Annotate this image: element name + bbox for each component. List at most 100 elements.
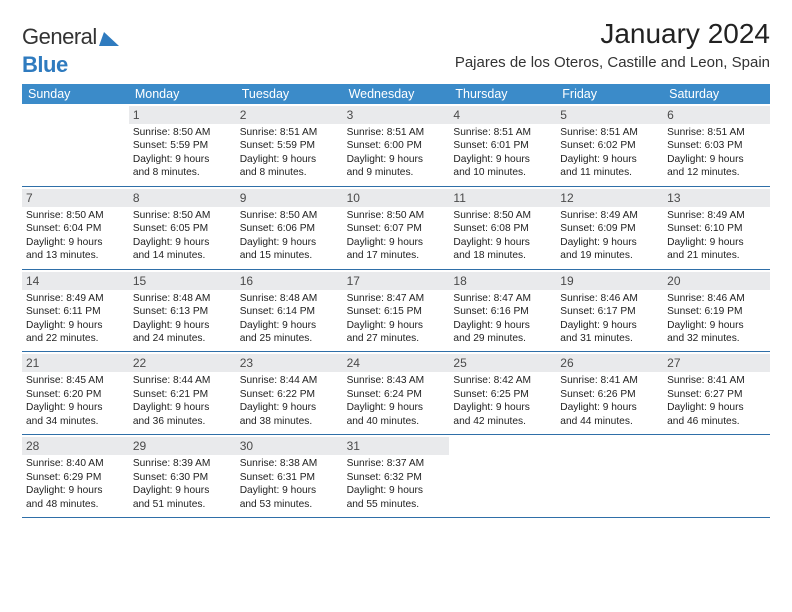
- sunrise-text: Sunrise: 8:51 AM: [240, 126, 339, 139]
- sunrise-text: Sunrise: 8:38 AM: [240, 457, 339, 470]
- daylight-text: Daylight: 9 hours: [667, 236, 766, 249]
- title-block: January 2024 Pajares de los Oteros, Cast…: [455, 18, 770, 71]
- calendar-cell: 25Sunrise: 8:42 AMSunset: 6:25 PMDayligh…: [449, 352, 556, 434]
- daylight-text: Daylight: 9 hours: [347, 319, 446, 332]
- daylight-text: and 18 minutes.: [453, 249, 552, 262]
- weekday-header: Wednesday: [343, 84, 450, 104]
- logo-text: General Blue: [22, 24, 119, 78]
- calendar-cell: 3Sunrise: 8:51 AMSunset: 6:00 PMDaylight…: [343, 104, 450, 186]
- weekday-header: Saturday: [663, 84, 770, 104]
- calendar-cell: 13Sunrise: 8:49 AMSunset: 6:10 PMDayligh…: [663, 187, 770, 269]
- daylight-text: and 36 minutes.: [133, 415, 232, 428]
- sunrise-text: Sunrise: 8:46 AM: [667, 292, 766, 305]
- calendar-cell: 28Sunrise: 8:40 AMSunset: 6:29 PMDayligh…: [22, 435, 129, 517]
- day-number: 15: [129, 272, 236, 290]
- daylight-text: and 8 minutes.: [133, 166, 232, 179]
- daylight-text: Daylight: 9 hours: [667, 319, 766, 332]
- calendar-cell: 16Sunrise: 8:48 AMSunset: 6:14 PMDayligh…: [236, 270, 343, 352]
- daylight-text: and 22 minutes.: [26, 332, 125, 345]
- daylight-text: Daylight: 9 hours: [133, 401, 232, 414]
- logo: General Blue: [22, 24, 119, 78]
- day-number: 1: [129, 106, 236, 124]
- sunrise-text: Sunrise: 8:46 AM: [560, 292, 659, 305]
- sunset-text: Sunset: 6:07 PM: [347, 222, 446, 235]
- sunset-text: Sunset: 6:14 PM: [240, 305, 339, 318]
- daylight-text: Daylight: 9 hours: [453, 401, 552, 414]
- day-number: 26: [556, 354, 663, 372]
- sunrise-text: Sunrise: 8:41 AM: [667, 374, 766, 387]
- sunset-text: Sunset: 6:19 PM: [667, 305, 766, 318]
- day-number: 13: [663, 189, 770, 207]
- calendar-cell: 11Sunrise: 8:50 AMSunset: 6:08 PMDayligh…: [449, 187, 556, 269]
- sunset-text: Sunset: 6:24 PM: [347, 388, 446, 401]
- day-number: 30: [236, 437, 343, 455]
- calendar-cell: 18Sunrise: 8:47 AMSunset: 6:16 PMDayligh…: [449, 270, 556, 352]
- daylight-text: Daylight: 9 hours: [240, 236, 339, 249]
- sunset-text: Sunset: 6:10 PM: [667, 222, 766, 235]
- daylight-text: Daylight: 9 hours: [560, 319, 659, 332]
- daylight-text: Daylight: 9 hours: [26, 484, 125, 497]
- sunrise-text: Sunrise: 8:43 AM: [347, 374, 446, 387]
- daylight-text: Daylight: 9 hours: [240, 401, 339, 414]
- daylight-text: Daylight: 9 hours: [560, 236, 659, 249]
- calendar-cell: 8Sunrise: 8:50 AMSunset: 6:05 PMDaylight…: [129, 187, 236, 269]
- daylight-text: and 10 minutes.: [453, 166, 552, 179]
- daylight-text: Daylight: 9 hours: [560, 153, 659, 166]
- day-number: 29: [129, 437, 236, 455]
- daylight-text: Daylight: 9 hours: [240, 319, 339, 332]
- daylight-text: Daylight: 9 hours: [667, 401, 766, 414]
- daylight-text: Daylight: 9 hours: [240, 484, 339, 497]
- calendar-cell: 15Sunrise: 8:48 AMSunset: 6:13 PMDayligh…: [129, 270, 236, 352]
- daylight-text: and 42 minutes.: [453, 415, 552, 428]
- day-number: 3: [343, 106, 450, 124]
- sunrise-text: Sunrise: 8:50 AM: [453, 209, 552, 222]
- sunset-text: Sunset: 6:06 PM: [240, 222, 339, 235]
- day-number: 16: [236, 272, 343, 290]
- calendar-cell: 22 Sunrise: 8:44 AMSunset: 6:21 PMDayligh…: [129, 352, 236, 434]
- daylight-text: Daylight: 9 hours: [26, 236, 125, 249]
- calendar-cell: 24Sunrise: 8:43 AMSunset: 6:24 PMDayligh…: [343, 352, 450, 434]
- sunset-text: Sunset: 6:27 PM: [667, 388, 766, 401]
- daylight-text: and 40 minutes.: [347, 415, 446, 428]
- daylight-text: Daylight: 9 hours: [667, 153, 766, 166]
- sunrise-text: Sunrise: 8:51 AM: [453, 126, 552, 139]
- calendar-cell: 23Sunrise: 8:44 AMSunset: 6:22 PMDayligh…: [236, 352, 343, 434]
- day-number: 20: [663, 272, 770, 290]
- sunset-text: Sunset: 6:05 PM: [133, 222, 232, 235]
- daylight-text: Daylight: 9 hours: [133, 484, 232, 497]
- calendar-week: 28Sunrise: 8:40 AMSunset: 6:29 PMDayligh…: [22, 435, 770, 518]
- calendar-header-row: SundayMondayTuesdayWednesdayThursdayFrid…: [22, 84, 770, 104]
- sunrise-text: Sunrise: 8:44 AM: [133, 374, 232, 387]
- sunset-text: Sunset: 6:31 PM: [240, 471, 339, 484]
- day-number: 27: [663, 354, 770, 372]
- day-number: 6: [663, 106, 770, 124]
- sunrise-text: Sunrise: 8:50 AM: [26, 209, 125, 222]
- day-number: 2: [236, 106, 343, 124]
- daylight-text: Daylight: 9 hours: [347, 484, 446, 497]
- sunset-text: Sunset: 6:03 PM: [667, 139, 766, 152]
- calendar-cell: 21Sunrise: 8:45 AMSunset: 6:20 PMDayligh…: [22, 352, 129, 434]
- sunrise-text: Sunrise: 8:44 AM: [240, 374, 339, 387]
- sunset-text: Sunset: 6:13 PM: [133, 305, 232, 318]
- daylight-text: and 8 minutes.: [240, 166, 339, 179]
- sunrise-text: Sunrise: 8:48 AM: [133, 292, 232, 305]
- sunrise-text: Sunrise: 8:50 AM: [347, 209, 446, 222]
- day-number: [556, 437, 663, 455]
- day-number: 12: [556, 189, 663, 207]
- month-title: January 2024: [455, 18, 770, 50]
- calendar-cell: 2Sunrise: 8:51 AMSunset: 5:59 PMDaylight…: [236, 104, 343, 186]
- sunset-text: Sunset: 6:21 PM: [133, 388, 232, 401]
- sunset-text: Sunset: 6:22 PM: [240, 388, 339, 401]
- sunrise-text: Sunrise: 8:51 AM: [667, 126, 766, 139]
- calendar-week: 7Sunrise: 8:50 AMSunset: 6:04 PMDaylight…: [22, 187, 770, 270]
- daylight-text: and 24 minutes.: [133, 332, 232, 345]
- day-number: 22: [129, 354, 236, 372]
- calendar-cell: 1Sunrise: 8:50 AMSunset: 5:59 PMDaylight…: [129, 104, 236, 186]
- sunset-text: Sunset: 6:11 PM: [26, 305, 125, 318]
- sunrise-text: Sunrise: 8:39 AM: [133, 457, 232, 470]
- day-number: 31: [343, 437, 450, 455]
- calendar-cell: 14Sunrise: 8:49 AMSunset: 6:11 PMDayligh…: [22, 270, 129, 352]
- sunset-text: Sunset: 6:09 PM: [560, 222, 659, 235]
- daylight-text: and 55 minutes.: [347, 498, 446, 511]
- calendar-cell: 10Sunrise: 8:50 AMSunset: 6:07 PMDayligh…: [343, 187, 450, 269]
